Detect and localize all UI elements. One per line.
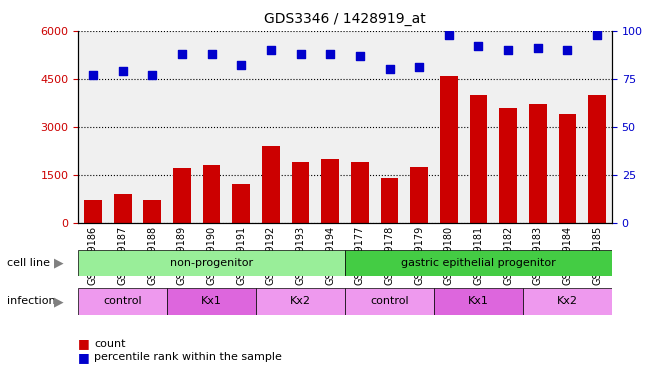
Text: Kx2: Kx2 bbox=[557, 296, 578, 306]
Bar bbox=[262, 146, 280, 223]
Point bbox=[503, 47, 514, 53]
Point bbox=[236, 62, 247, 68]
FancyBboxPatch shape bbox=[78, 288, 167, 315]
FancyBboxPatch shape bbox=[78, 250, 345, 276]
Bar bbox=[351, 162, 368, 223]
Text: Kx2: Kx2 bbox=[290, 296, 311, 306]
Bar bbox=[114, 194, 132, 223]
Text: non-progenitor: non-progenitor bbox=[170, 258, 253, 268]
Bar bbox=[292, 162, 309, 223]
FancyBboxPatch shape bbox=[167, 288, 256, 315]
Text: ■: ■ bbox=[78, 351, 90, 364]
Text: ■: ■ bbox=[78, 337, 90, 350]
Bar bbox=[143, 200, 161, 223]
Bar bbox=[381, 178, 398, 223]
Point bbox=[355, 53, 365, 59]
Text: count: count bbox=[94, 339, 126, 349]
Text: GDS3346 / 1428919_at: GDS3346 / 1428919_at bbox=[264, 12, 426, 25]
FancyBboxPatch shape bbox=[434, 288, 523, 315]
Point bbox=[414, 64, 424, 70]
Text: ▶: ▶ bbox=[54, 257, 63, 270]
Bar bbox=[529, 104, 547, 223]
Point bbox=[473, 43, 484, 49]
Bar bbox=[322, 159, 339, 223]
Bar bbox=[232, 184, 250, 223]
Text: Kx1: Kx1 bbox=[468, 296, 489, 306]
Point bbox=[325, 51, 335, 57]
Bar bbox=[410, 167, 428, 223]
Text: control: control bbox=[104, 296, 142, 306]
Text: Kx1: Kx1 bbox=[201, 296, 222, 306]
Point bbox=[296, 51, 306, 57]
Text: gastric epithelial progenitor: gastric epithelial progenitor bbox=[401, 258, 556, 268]
Point bbox=[206, 51, 217, 57]
Text: control: control bbox=[370, 296, 409, 306]
Bar bbox=[84, 200, 102, 223]
Point bbox=[88, 72, 98, 78]
FancyBboxPatch shape bbox=[256, 288, 345, 315]
Point bbox=[266, 47, 276, 53]
Text: percentile rank within the sample: percentile rank within the sample bbox=[94, 352, 283, 362]
Bar bbox=[173, 168, 191, 223]
Bar bbox=[469, 95, 488, 223]
Bar bbox=[559, 114, 576, 223]
FancyBboxPatch shape bbox=[523, 288, 612, 315]
Text: infection: infection bbox=[7, 296, 55, 306]
Point bbox=[384, 66, 395, 72]
FancyBboxPatch shape bbox=[345, 250, 612, 276]
Point bbox=[117, 68, 128, 74]
Bar bbox=[202, 165, 221, 223]
Bar bbox=[589, 95, 606, 223]
Point bbox=[562, 47, 573, 53]
Text: ▶: ▶ bbox=[54, 295, 63, 308]
Point bbox=[176, 51, 187, 57]
Point bbox=[147, 72, 158, 78]
Text: cell line: cell line bbox=[7, 258, 49, 268]
Bar bbox=[440, 76, 458, 223]
Point bbox=[592, 31, 602, 38]
Bar bbox=[499, 108, 517, 223]
Point bbox=[533, 45, 543, 51]
FancyBboxPatch shape bbox=[345, 288, 434, 315]
Point bbox=[443, 31, 454, 38]
